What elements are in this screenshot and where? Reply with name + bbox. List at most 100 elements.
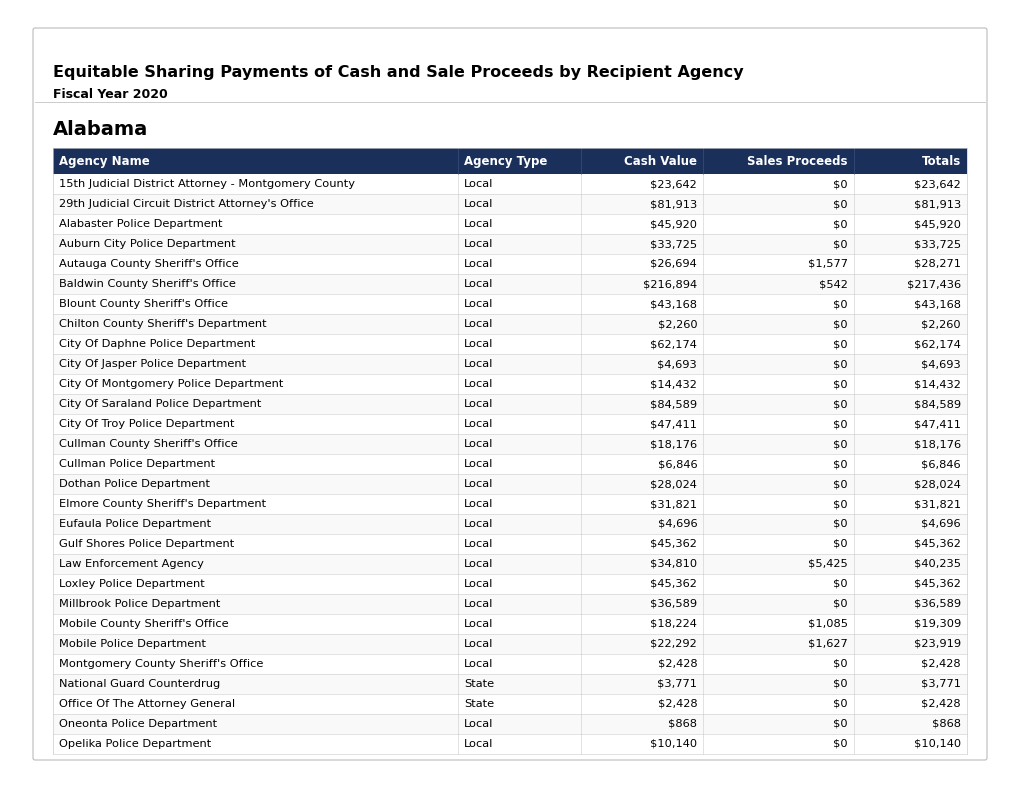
Text: Eufaula Police Department: Eufaula Police Department — [59, 519, 211, 529]
Text: Gulf Shores Police Department: Gulf Shores Police Department — [59, 539, 234, 549]
Text: Local: Local — [464, 179, 493, 189]
Text: $0: $0 — [833, 599, 847, 609]
Bar — [53, 174, 966, 194]
Text: $43,168: $43,168 — [649, 299, 696, 309]
Text: $28,271: $28,271 — [913, 259, 960, 269]
Text: $0: $0 — [833, 179, 847, 189]
Text: $22,292: $22,292 — [650, 639, 696, 649]
Text: $18,176: $18,176 — [649, 439, 696, 449]
Bar — [53, 554, 966, 574]
Bar — [53, 194, 966, 214]
Text: $0: $0 — [833, 319, 847, 329]
Text: Local: Local — [464, 559, 493, 569]
Text: Local: Local — [464, 319, 493, 329]
Text: $0: $0 — [833, 339, 847, 349]
Text: Local: Local — [464, 659, 493, 669]
Text: $0: $0 — [833, 419, 847, 429]
Text: National Guard Counterdrug: National Guard Counterdrug — [59, 679, 220, 689]
Bar — [53, 214, 966, 234]
Text: Totals: Totals — [921, 154, 960, 168]
Text: Alabama: Alabama — [53, 120, 148, 139]
Bar — [53, 594, 966, 614]
Text: $0: $0 — [833, 499, 847, 509]
Text: Local: Local — [464, 579, 493, 589]
Text: $0: $0 — [833, 679, 847, 689]
Text: Local: Local — [464, 739, 493, 749]
Text: State: State — [464, 679, 494, 689]
Text: Local: Local — [464, 419, 493, 429]
Bar — [53, 394, 966, 414]
Text: Agency Name: Agency Name — [59, 154, 150, 168]
Text: Local: Local — [464, 539, 493, 549]
Text: City Of Daphne Police Department: City Of Daphne Police Department — [59, 339, 255, 349]
Text: $45,362: $45,362 — [913, 539, 960, 549]
Text: Blount County Sheriff's Office: Blount County Sheriff's Office — [59, 299, 228, 309]
Text: $2,260: $2,260 — [920, 319, 960, 329]
Text: Opelika Police Department: Opelika Police Department — [59, 739, 211, 749]
Text: Loxley Police Department: Loxley Police Department — [59, 579, 205, 589]
Text: 29th Judicial Circuit District Attorney's Office: 29th Judicial Circuit District Attorney'… — [59, 199, 314, 209]
Text: City Of Jasper Police Department: City Of Jasper Police Department — [59, 359, 246, 369]
Bar — [53, 694, 966, 714]
Text: $0: $0 — [833, 719, 847, 729]
Text: $0: $0 — [833, 219, 847, 229]
Text: City Of Montgomery Police Department: City Of Montgomery Police Department — [59, 379, 283, 389]
Text: Local: Local — [464, 299, 493, 309]
Text: $0: $0 — [833, 359, 847, 369]
Text: $45,362: $45,362 — [913, 579, 960, 589]
Text: Cullman Police Department: Cullman Police Department — [59, 459, 215, 469]
Text: $23,919: $23,919 — [913, 639, 960, 649]
Text: $62,174: $62,174 — [913, 339, 960, 349]
Text: $542: $542 — [818, 279, 847, 289]
Text: Office Of The Attorney General: Office Of The Attorney General — [59, 699, 235, 709]
Text: $0: $0 — [833, 539, 847, 549]
Text: Local: Local — [464, 379, 493, 389]
Text: Sales Proceeds: Sales Proceeds — [747, 154, 847, 168]
Text: $217,436: $217,436 — [906, 279, 960, 289]
Text: $868: $868 — [667, 719, 696, 729]
Text: $6,846: $6,846 — [657, 459, 696, 469]
Text: Local: Local — [464, 279, 493, 289]
Text: Millbrook Police Department: Millbrook Police Department — [59, 599, 220, 609]
Text: Autauga County Sheriff's Office: Autauga County Sheriff's Office — [59, 259, 238, 269]
Text: $0: $0 — [833, 239, 847, 249]
Text: $0: $0 — [833, 439, 847, 449]
Text: $81,913: $81,913 — [913, 199, 960, 209]
Text: Local: Local — [464, 399, 493, 409]
Text: Cullman County Sheriff's Office: Cullman County Sheriff's Office — [59, 439, 237, 449]
Bar — [53, 314, 966, 334]
Text: Chilton County Sheriff's Department: Chilton County Sheriff's Department — [59, 319, 266, 329]
Text: Local: Local — [464, 719, 493, 729]
Text: $1,627: $1,627 — [807, 639, 847, 649]
Text: $19,309: $19,309 — [913, 619, 960, 629]
Text: Local: Local — [464, 239, 493, 249]
Text: Oneonta Police Department: Oneonta Police Department — [59, 719, 217, 729]
Text: $28,024: $28,024 — [913, 479, 960, 489]
Bar — [53, 474, 966, 494]
Text: Dothan Police Department: Dothan Police Department — [59, 479, 210, 489]
Text: $3,771: $3,771 — [920, 679, 960, 689]
Bar — [53, 674, 966, 694]
Bar — [53, 354, 966, 374]
Text: $2,260: $2,260 — [657, 319, 696, 329]
Text: $23,642: $23,642 — [650, 179, 696, 189]
Text: $4,696: $4,696 — [920, 519, 960, 529]
Bar — [53, 534, 966, 554]
Bar — [53, 234, 966, 254]
Text: $0: $0 — [833, 739, 847, 749]
Text: $23,642: $23,642 — [913, 179, 960, 189]
Text: Equitable Sharing Payments of Cash and Sale Proceeds by Recipient Agency: Equitable Sharing Payments of Cash and S… — [53, 65, 743, 80]
Bar — [53, 148, 966, 174]
Bar — [53, 514, 966, 534]
Text: $2,428: $2,428 — [920, 699, 960, 709]
Text: $0: $0 — [833, 379, 847, 389]
Text: $10,140: $10,140 — [649, 739, 696, 749]
Text: $31,821: $31,821 — [649, 499, 696, 509]
Text: $45,362: $45,362 — [650, 539, 696, 549]
Text: $14,432: $14,432 — [913, 379, 960, 389]
Text: Local: Local — [464, 619, 493, 629]
Text: $62,174: $62,174 — [650, 339, 696, 349]
Text: Local: Local — [464, 219, 493, 229]
Bar — [53, 734, 966, 754]
Text: $84,589: $84,589 — [913, 399, 960, 409]
